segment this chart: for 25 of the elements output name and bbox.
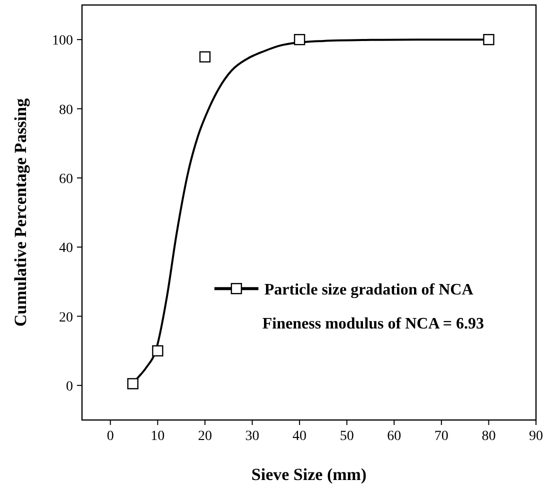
x-axis-title: Sieve Size (mm): [251, 465, 367, 484]
y-tick-label: 20: [59, 310, 73, 326]
x-tick-label: 90: [529, 429, 543, 444]
x-tick-label: 30: [245, 429, 260, 444]
x-tick-label: 20: [198, 429, 212, 444]
x-tick-label: 60: [387, 429, 402, 444]
point: [483, 34, 494, 46]
x-tick-label: 10: [150, 429, 165, 444]
legend-label: Particle size gradation of NCA: [264, 282, 474, 299]
x-tick-label: 0: [106, 429, 114, 444]
y-tick-label: 80: [59, 102, 73, 118]
y-tick-label: 40: [59, 241, 73, 256]
y-tick-label: 100: [52, 34, 73, 49]
point: [152, 345, 164, 356]
point: [294, 34, 306, 46]
x-tick-label: 40: [292, 429, 307, 444]
y-axis-title: Cumulative Percentage Passing: [11, 98, 30, 327]
x-tick-label: 70: [434, 429, 448, 444]
x-tick-label: 50: [340, 429, 354, 444]
annotation: Fineness modulus of NCA = 6.93: [262, 316, 484, 333]
y-tick-label: 60: [59, 172, 73, 187]
point: [127, 378, 138, 390]
point: [199, 51, 211, 62]
y-tick-label: 0: [66, 379, 73, 394]
x-tick-label: 80: [482, 429, 496, 444]
